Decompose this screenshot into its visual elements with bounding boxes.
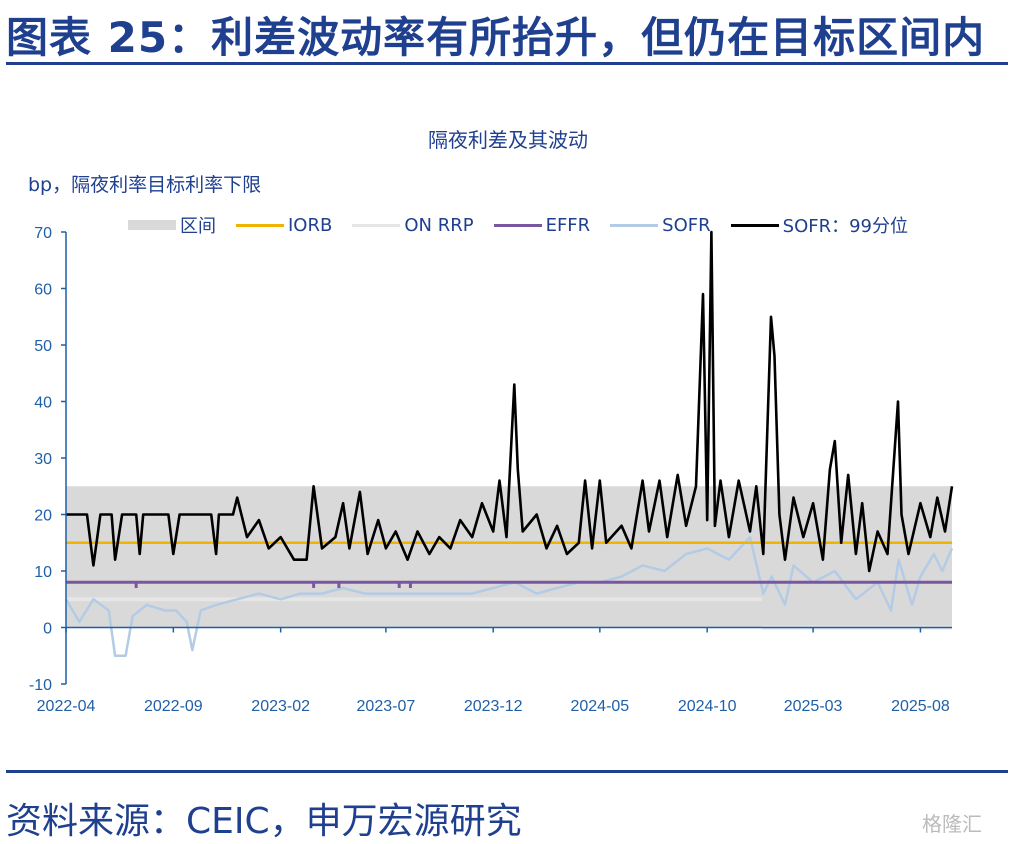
y-tick-label: 10 — [34, 564, 52, 581]
x-tick-label: 2025-03 — [784, 698, 843, 715]
footer-rule — [6, 770, 1008, 773]
legend-item-iorb: IORB — [236, 215, 332, 236]
page-title: 图表 25：利差波动率有所抬升，但仍在目标区间内 — [6, 13, 986, 62]
x-tick-label: 2025-08 — [891, 698, 950, 715]
sofr-99-line — [66, 230, 954, 573]
x-tick-label: 2023-12 — [464, 698, 523, 715]
legend-item-effr: EFFR — [493, 214, 591, 236]
watermark: 格隆汇 — [922, 812, 982, 836]
legend-label-on-rrp: ON RRP — [404, 214, 474, 236]
legend-item-band: 区间 — [128, 212, 216, 238]
y-tick-label: 70 — [34, 225, 52, 242]
y-tick-label: -10 — [29, 677, 52, 694]
legend-swatch-iorb — [236, 223, 284, 227]
chart-legend: 区间 IORB ON RRP EFFR SOFR SOFR：99分位 — [128, 212, 928, 238]
y-tick-label: 50 — [34, 338, 52, 355]
y-tick-label: 40 — [34, 395, 52, 412]
x-tick-label: 2022-04 — [37, 698, 96, 715]
legend-swatch-effr — [493, 223, 542, 227]
x-tick-label: 2024-10 — [678, 698, 737, 715]
legend-item-on-rrp: ON RRP — [352, 214, 474, 236]
legend-label-effr: EFFR — [545, 214, 591, 236]
y-unit-label: bp，隔夜利率目标利率下限 — [28, 174, 262, 196]
y-tick-label: 20 — [34, 508, 52, 525]
legend-item-sofr-99: SOFR：99分位 — [730, 212, 908, 238]
x-tick-label: 2024-05 — [570, 698, 629, 715]
x-tick-label: 2022-09 — [144, 698, 203, 715]
y-tick-label: 30 — [34, 451, 52, 468]
legend-swatch-band — [128, 220, 176, 230]
legend-label-iorb: IORB — [288, 214, 333, 236]
source-note: 资料来源：CEIC，申万宏源研究 — [6, 801, 522, 842]
x-tick-label: 2023-02 — [251, 698, 310, 715]
x-tick-label: 2023-07 — [357, 698, 416, 715]
legend-swatch-on-rrp — [352, 223, 401, 227]
chart-title: 隔夜利差及其波动 — [428, 128, 588, 152]
title-rule — [6, 62, 1008, 65]
y-tick-label: 60 — [34, 282, 52, 299]
legend-label-sofr-99: SOFR：99分位 — [782, 216, 908, 237]
legend-label-band: 区间 — [180, 216, 216, 237]
legend-label-sofr: SOFR — [662, 214, 711, 236]
legend-item-sofr: SOFR — [610, 214, 711, 236]
legend-swatch-sofr — [610, 223, 659, 227]
legend-swatch-sofr-99 — [730, 223, 779, 227]
sofr-line — [64, 535, 954, 658]
y-tick-label: 0 — [43, 621, 52, 638]
